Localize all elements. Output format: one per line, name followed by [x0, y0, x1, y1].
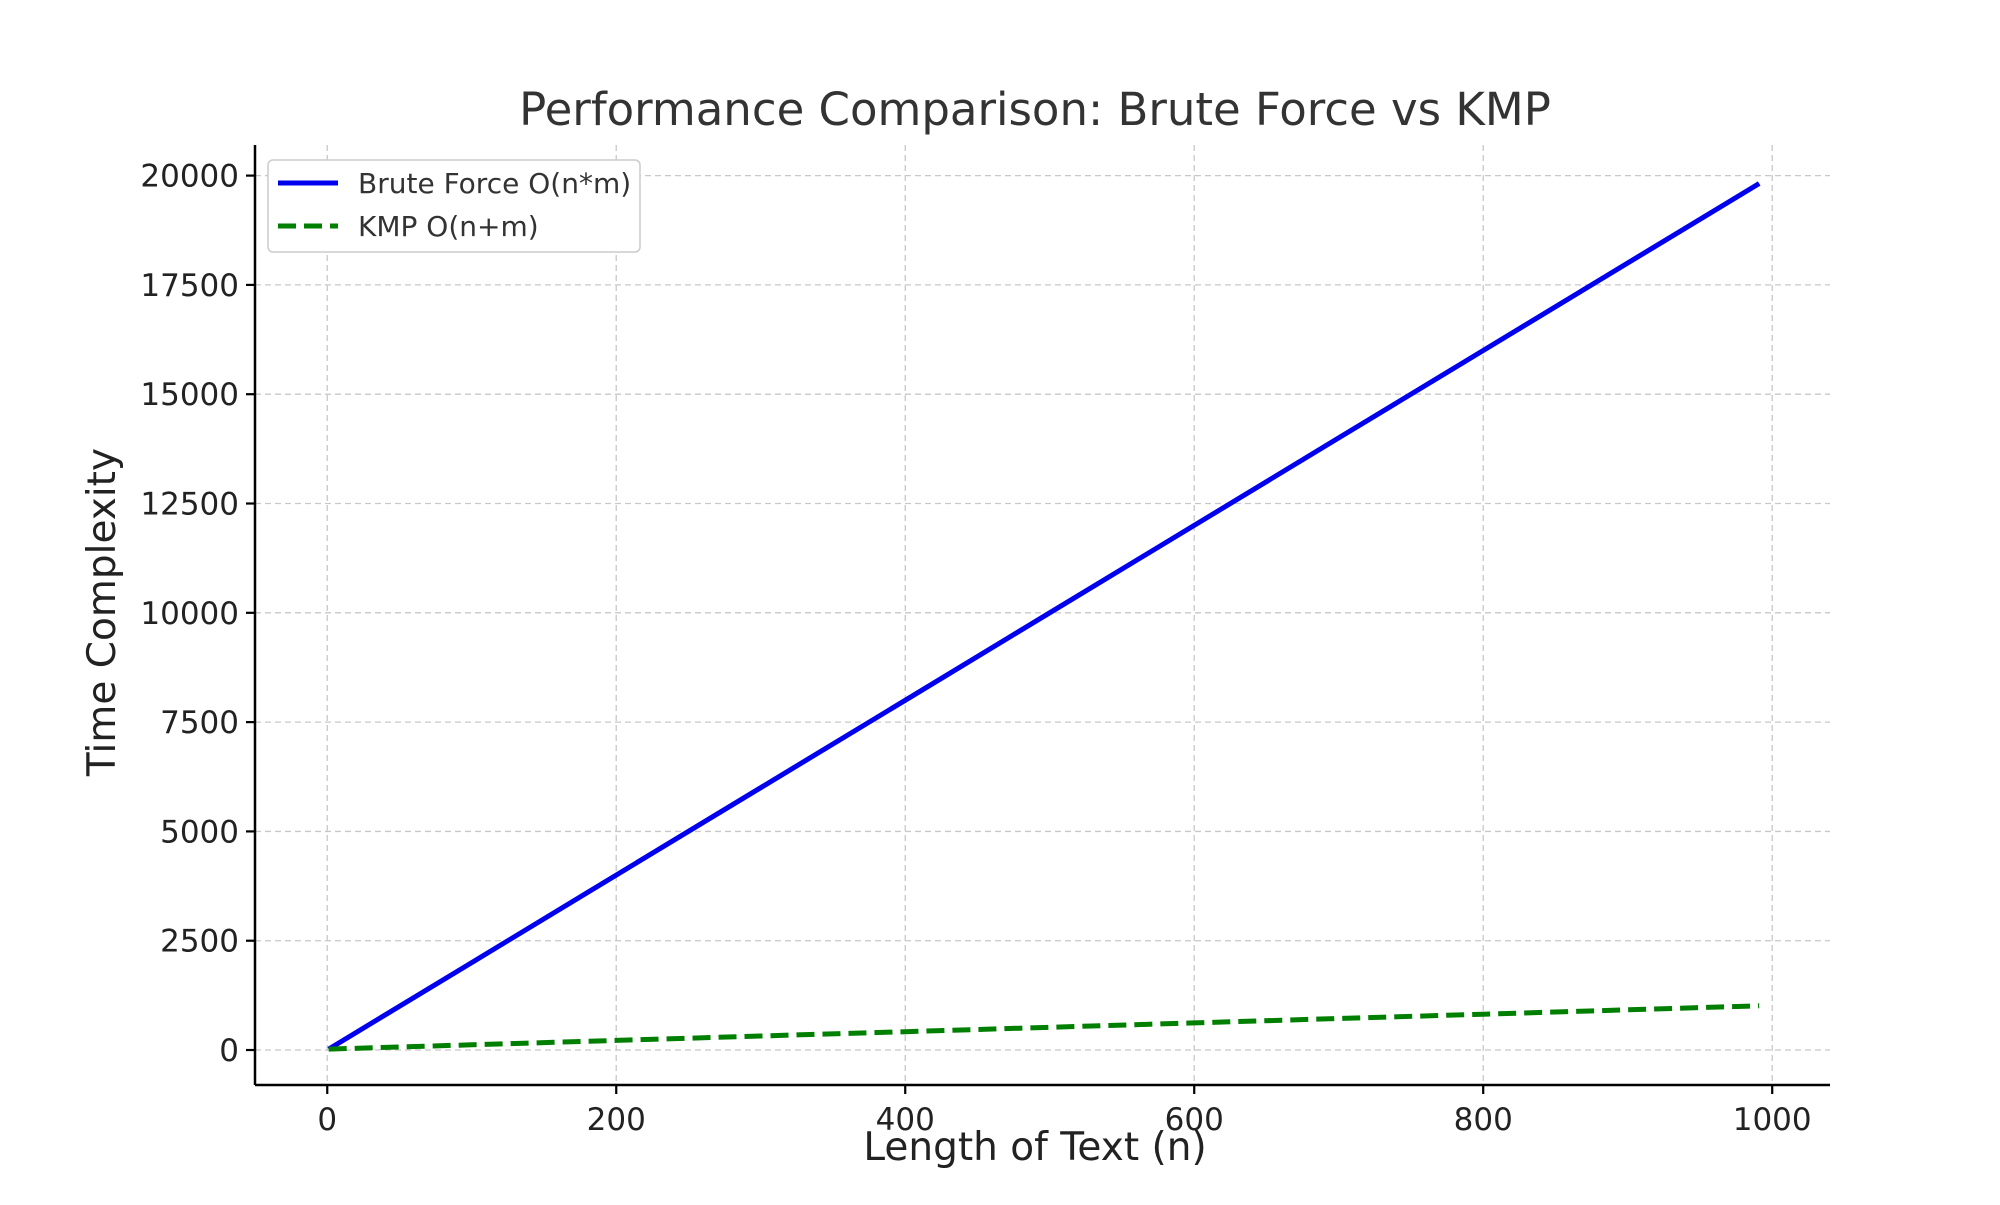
x-tick-label: 800: [1454, 1102, 1513, 1138]
legend-kmp-label: KMP O(n+m): [358, 210, 539, 243]
legend-frame: [267, 159, 641, 253]
axis-layer: 0 200 400 600 800 100002500500075001000012500…: [140, 145, 1830, 1138]
y-tick-label: 0: [219, 1033, 239, 1069]
grid-layer: [255, 145, 1830, 1085]
x-tick-label: 600: [1165, 1102, 1224, 1138]
y-tick-label: 10000: [140, 596, 239, 632]
y-tick-label: 17500: [140, 268, 239, 304]
legend-brute-force-label: Brute Force O(n*m): [358, 167, 631, 200]
x-axis-label: Length of Text (n): [863, 1125, 1206, 1170]
y-tick-label: 20000: [140, 159, 239, 195]
x-tick-label: 1000: [1733, 1102, 1812, 1138]
x-tick-label: 0: [317, 1102, 337, 1138]
x-tick-label: 400: [876, 1102, 935, 1138]
y-tick-label: 2500: [160, 924, 239, 960]
legend: Brute Force O(n*m) KMP O(n+m): [267, 159, 641, 253]
y-axis-label: Time Complexity: [80, 448, 125, 777]
y-tick-label: 12500: [140, 487, 239, 523]
x-tick-label: 200: [587, 1102, 646, 1138]
series-line-kmp: [328, 1003, 1760, 1052]
y-tick-label: 5000: [160, 814, 239, 850]
chart-title: Performance Comparison: Brute Force vs K…: [519, 83, 1551, 136]
y-tick-label: 7500: [160, 705, 239, 741]
y-tick-label: 15000: [140, 377, 239, 413]
series-layer: [327, 181, 1761, 1052]
series-line-brute-force: [327, 181, 1761, 1052]
